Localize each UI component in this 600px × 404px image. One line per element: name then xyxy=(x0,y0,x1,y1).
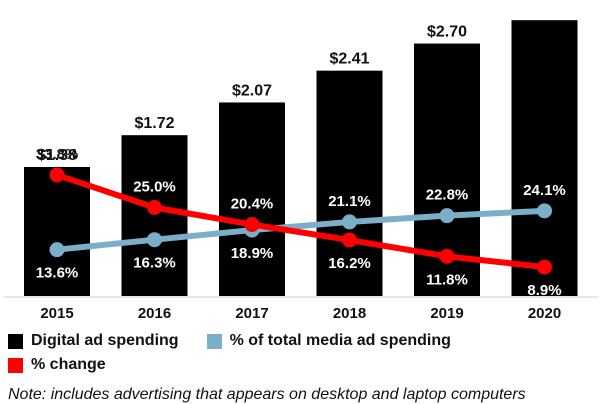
share-of-total-label-2016: 16.3% xyxy=(133,255,176,272)
percent-change-label-2020: 8.9% xyxy=(527,282,561,299)
bar-value-label-2016: $1.72 xyxy=(134,115,174,132)
percent-change-point-2019 xyxy=(439,248,455,264)
bar-value-label-2019: $2.70 xyxy=(427,24,467,41)
share-of-total-line xyxy=(54,207,548,253)
share-of-total-point-2015 xyxy=(49,242,65,258)
percent-change-label-2019: 11.8% xyxy=(426,271,468,288)
percent-change-label-2015: 33.8% xyxy=(36,146,79,163)
legend: Digital ad spending % of total media ad … xyxy=(8,330,598,378)
percent-change-point-2016 xyxy=(147,200,162,215)
bar-value-label-2015: $1.38 xyxy=(37,147,77,164)
legend-label-digital-ad-spending: Digital ad spending xyxy=(31,332,179,349)
legend-item-percent-change: % change xyxy=(8,356,106,374)
x-tick-label-2020: 2020 xyxy=(528,305,561,322)
x-tick-label-2018: 2018 xyxy=(333,305,366,322)
legend-item-digital-ad-spending: Digital ad spending xyxy=(8,332,179,350)
share-of-total-label-2015: 13.6% xyxy=(36,265,79,282)
percent-change-point-2018 xyxy=(342,232,357,248)
share-of-total-point-2016 xyxy=(147,232,162,248)
share-of-total-point-2019 xyxy=(439,208,455,224)
share-of-total-point-2020 xyxy=(537,203,552,219)
x-tick-label-2017: 2017 xyxy=(235,305,268,322)
bar-value-label-2017: $2.07 xyxy=(232,82,272,99)
percent-change-line xyxy=(54,171,548,271)
combo-chart: $1.38 $1.72 $2.07 $2.41 $2.70 13.6% 16.3% 18.9%… xyxy=(4,20,598,322)
share-of-total-point-2018 xyxy=(342,214,357,230)
legend-row-1: Digital ad spending % of total media ad … xyxy=(8,330,598,352)
bar-value-label-2018: $2.41 xyxy=(329,51,369,68)
chart-note: Note: includes advertising that appears … xyxy=(8,386,526,403)
percent-change-point-2020 xyxy=(537,259,552,275)
bar-series xyxy=(24,20,578,297)
x-tick-label-2016: 2016 xyxy=(138,305,171,322)
bar-2017 xyxy=(219,102,285,296)
share-of-total-label-2018: 21.1% xyxy=(328,193,371,210)
legend-label-percent-change: % change xyxy=(31,356,106,373)
x-tick-label-2015: 2015 xyxy=(40,305,73,322)
x-axis: 2015 2016 2017 2018 2019 2020 xyxy=(4,296,598,322)
bar-2018 xyxy=(316,70,383,296)
bar-2015 xyxy=(24,166,90,296)
legend-label-share-of-total: % of total media ad spending xyxy=(229,332,451,349)
legend-swatch-share-of-total xyxy=(206,333,222,349)
percent-change-label-2017: 20.4% xyxy=(231,196,274,213)
x-tick-label-2019: 2019 xyxy=(430,305,463,322)
percent-change-point-2017 xyxy=(244,217,260,233)
legend-item-share-of-total: % of total media ad spending xyxy=(206,332,451,350)
bar-2016 xyxy=(121,135,188,296)
share-of-total-label-2019: 22.8% xyxy=(426,187,469,204)
percent-change-point-2015 xyxy=(49,167,65,183)
percent-change-label-2018: 16.2% xyxy=(328,255,371,272)
bar-2020 xyxy=(511,20,578,297)
share-of-total-label-2017: 18.9% xyxy=(231,245,274,262)
line-series xyxy=(49,167,552,275)
legend-swatch-digital-ad-spending xyxy=(8,333,23,349)
legend-swatch-percent-change xyxy=(8,357,23,373)
data-labels: $1.38 $1.72 $2.07 $2.41 $2.70 13.6% 16.3% 18.9%… xyxy=(36,24,566,300)
percent-change-label-2016: 25.0% xyxy=(133,179,176,196)
share-of-total-label-2020: 24.1% xyxy=(523,182,566,199)
legend-row-2: % change xyxy=(8,354,598,376)
